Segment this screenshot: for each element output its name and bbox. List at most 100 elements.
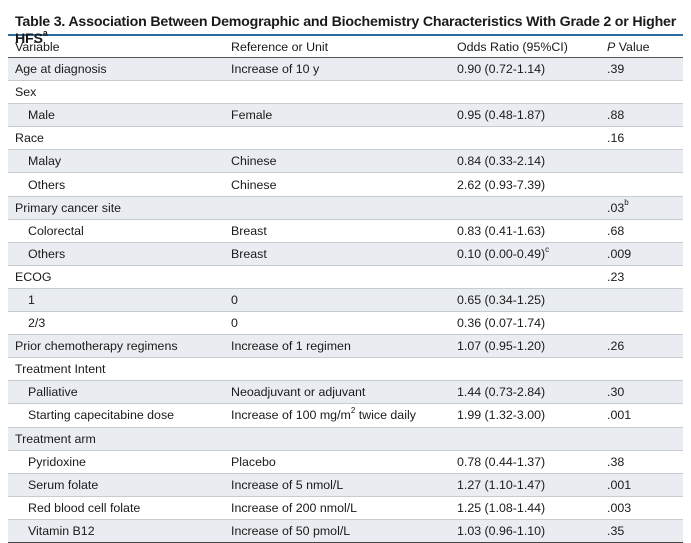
- cell-reference: [224, 80, 450, 105]
- cell-variable: Age at diagnosis: [8, 57, 224, 82]
- cell-variable: Colorectal: [8, 219, 224, 243]
- header-p-italic: P: [607, 39, 616, 54]
- cell-reference: [224, 126, 450, 151]
- cell-odds-ratio: 0.90 (0.72-1.14): [450, 57, 600, 82]
- table-row: Palliative Neoadjuvant or adjuvant 1.44 (0…: [8, 380, 683, 405]
- cell-reference: Female: [224, 103, 450, 128]
- table-header: Variable Reference or Unit Odds Ratio (9…: [8, 36, 683, 58]
- results-table: Variable Reference or Unit Odds Ratio (9…: [8, 36, 683, 543]
- cell-odds-ratio-text: 0.95 (0.48-1.87): [457, 108, 546, 123]
- cell-odds-ratio: 1.44 (0.73-2.84): [450, 380, 600, 405]
- table-row: Primary cancer site .03b: [8, 196, 683, 220]
- header-variable: Variable: [8, 36, 224, 58]
- cell-reference: Increase of 1 regimen: [224, 334, 450, 359]
- table-row: Sex: [8, 80, 683, 105]
- cell-p-value: [600, 311, 683, 336]
- cell-odds-ratio-text: 0.83 (0.41-1.63): [457, 223, 546, 238]
- table-row: Red blood cell folate Increase of 200 nmo…: [8, 496, 683, 520]
- table-row: Age at diagnosis Increase of 10 y 0.90 (0.…: [8, 57, 683, 82]
- cell-p-value: [600, 149, 683, 174]
- cell-odds-ratio-footnote: c: [545, 244, 550, 254]
- cell-reference: Increase of 100 mg/m2 twice daily: [224, 403, 450, 428]
- cell-p-value: .03b: [600, 196, 683, 220]
- cell-p-value: .30: [600, 380, 683, 405]
- cell-odds-ratio-text: 0.90 (0.72-1.14): [457, 62, 546, 77]
- cell-reference: Increase of 50 pmol/L: [224, 519, 450, 543]
- cell-variable: Male: [8, 103, 224, 128]
- cell-odds-ratio-text: 1.27 (1.10-1.47): [457, 477, 546, 492]
- cell-reference: Chinese: [224, 149, 450, 174]
- cell-reference: 0: [224, 288, 450, 313]
- cell-odds-ratio: 0.83 (0.41-1.63): [450, 219, 600, 243]
- table-row: 2/3 0 0.36 (0.07-1.74): [8, 311, 683, 336]
- cell-variable: Treatment Intent: [8, 357, 224, 382]
- cell-odds-ratio-text: 1.07 (0.95-1.20): [457, 339, 546, 354]
- cell-odds-ratio: [450, 80, 600, 105]
- cell-p-value-text: .001: [607, 477, 632, 492]
- cell-odds-ratio-text: 0.84 (0.33-2.14): [457, 154, 546, 169]
- cell-odds-ratio: 2.62 (0.93-7.39): [450, 172, 600, 197]
- cell-odds-ratio: 0.78 (0.44-1.37): [450, 450, 600, 474]
- cell-p-value: [600, 172, 683, 197]
- cell-variable: Sex: [8, 80, 224, 105]
- cell-variable: 1: [8, 288, 224, 313]
- cell-odds-ratio: 1.99 (1.32-3.00): [450, 403, 600, 428]
- table-title: Table 3. Association Between Demographic…: [8, 6, 683, 47]
- cell-reference-tail: twice daily: [355, 408, 416, 423]
- cell-odds-ratio: [450, 265, 600, 289]
- header-p-value: P Value: [600, 36, 683, 58]
- cell-reference: 0: [224, 311, 450, 336]
- cell-reference-text: Increase of 100 mg/m: [231, 408, 351, 423]
- cell-reference: Neoadjuvant or adjuvant: [224, 380, 450, 405]
- cell-p-value-text: .03: [607, 200, 625, 215]
- cell-p-value: .001: [600, 473, 683, 497]
- cell-reference: [224, 357, 450, 382]
- title-rule: [8, 34, 683, 36]
- cell-p-value: [600, 427, 683, 451]
- cell-reference: Chinese: [224, 172, 450, 197]
- table-row: Treatment Intent: [8, 357, 683, 382]
- cell-odds-ratio: [450, 126, 600, 151]
- cell-p-value-text: .30: [607, 385, 625, 400]
- cell-variable: Primary cancer site: [8, 196, 224, 220]
- cell-p-value-text: .009: [607, 246, 632, 261]
- cell-variable: Palliative: [8, 380, 224, 405]
- table-row: Vitamin B12 Increase of 50 pmol/L 1.03 (0.…: [8, 519, 683, 543]
- cell-odds-ratio: 0.65 (0.34-1.25): [450, 288, 600, 313]
- header-p-rest: Value: [615, 39, 650, 54]
- cell-p-value-text: .16: [607, 131, 625, 146]
- table-row: Male Female 0.95 (0.48-1.87) .88: [8, 103, 683, 128]
- cell-odds-ratio: 1.27 (1.10-1.47): [450, 473, 600, 497]
- cell-odds-ratio: [450, 196, 600, 220]
- cell-p-value: .16: [600, 126, 683, 151]
- cell-odds-ratio: 1.25 (1.08-1.44): [450, 496, 600, 520]
- table-title-footnote-mark: a: [42, 28, 48, 39]
- cell-odds-ratio-text: 1.44 (0.73-2.84): [457, 385, 546, 400]
- cell-reference: Breast: [224, 242, 450, 266]
- cell-odds-ratio: 0.84 (0.33-2.14): [450, 149, 600, 174]
- cell-p-value-text: .38: [607, 454, 625, 469]
- cell-variable: Race: [8, 126, 224, 151]
- table-row: Colorectal Breast 0.83 (0.41-1.63) .68: [8, 219, 683, 243]
- cell-p-value-text: .35: [607, 523, 625, 538]
- cell-odds-ratio: 0.95 (0.48-1.87): [450, 103, 600, 128]
- cell-reference: Breast: [224, 219, 450, 243]
- cell-p-value: .003: [600, 496, 683, 520]
- cell-variable: 2/3: [8, 311, 224, 336]
- cell-reference: Placebo: [224, 450, 450, 474]
- cell-reference: [224, 427, 450, 451]
- cell-variable: Treatment arm: [8, 427, 224, 451]
- cell-p-value: [600, 357, 683, 382]
- cell-reference: [224, 265, 450, 289]
- table-row: Others Breast 0.10 (0.00-0.49)c .009: [8, 242, 683, 266]
- cell-odds-ratio-text: 2.62 (0.93-7.39): [457, 177, 546, 192]
- cell-reference: Increase of 5 nmol/L: [224, 473, 450, 497]
- cell-odds-ratio-text: 1.99 (1.32-3.00): [457, 408, 546, 423]
- cell-odds-ratio: [450, 357, 600, 382]
- cell-odds-ratio: 1.03 (0.96-1.10): [450, 519, 600, 543]
- cell-p-value: .26: [600, 334, 683, 359]
- cell-odds-ratio-text: 1.25 (1.08-1.44): [457, 500, 546, 515]
- cell-odds-ratio-text: 0.78 (0.44-1.37): [457, 454, 546, 469]
- table-body: Age at diagnosis Increase of 10 y 0.90 (0.…: [8, 57, 683, 543]
